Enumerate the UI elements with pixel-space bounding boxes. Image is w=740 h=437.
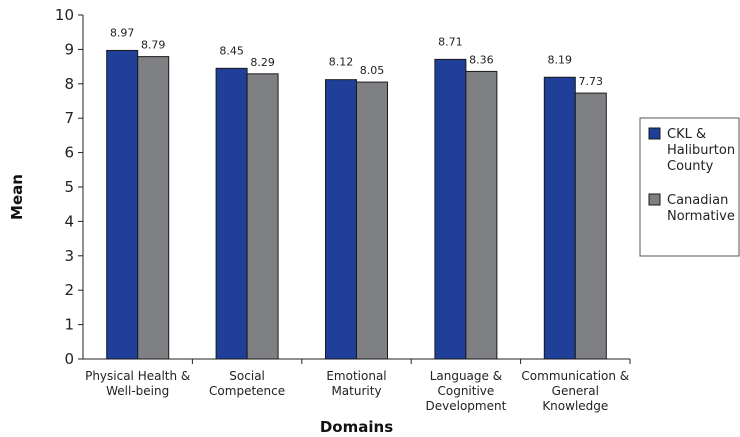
legend: CKL & Haliburton County Canadian Normative	[639, 117, 740, 257]
bar-canadian-normative	[137, 56, 170, 360]
y-tick-label: 6	[64, 144, 74, 162]
labels-group: 8.97 8.79 Physical Health & Well-being 8.45 8…	[85, 26, 629, 413]
legend-label-line: Normative	[667, 209, 735, 224]
bar-ckl-haliburton	[106, 49, 139, 360]
y-tick-label: 0	[64, 350, 74, 368]
axes-group: 0 1 2 3 4 5 6 7 8 9 10 Domains Mean	[8, 6, 631, 436]
y-tick-label: 7	[64, 109, 74, 127]
x-category-label-line: Physical Health &	[85, 369, 190, 383]
bar-ckl-haliburton	[543, 76, 576, 360]
data-label: 8.29	[250, 56, 275, 69]
legend-swatch-ckl-haliburton	[648, 127, 661, 140]
x-category-label-line: Competence	[209, 384, 285, 398]
bar-ckl-haliburton	[215, 67, 248, 360]
bar-canadian-normative	[356, 81, 388, 360]
bar-canadian-normative	[465, 70, 498, 360]
bar-ckl-haliburton	[325, 79, 357, 360]
bar-canadian-normative	[574, 92, 607, 360]
data-label: 8.05	[360, 64, 385, 77]
x-category-label-line: Social	[229, 369, 265, 383]
data-label: 8.19	[548, 53, 573, 66]
y-tick-label: 1	[64, 316, 74, 334]
x-category-label: Social Competence	[209, 369, 285, 398]
x-category-label-line: Communication &	[521, 369, 629, 383]
y-tick-label: 4	[64, 212, 74, 230]
y-tick-label: 5	[64, 178, 74, 196]
legend-label-line: County	[667, 159, 714, 174]
x-category-label: Physical Health & Well-being	[85, 369, 190, 398]
y-axis-title: Mean	[8, 174, 26, 220]
x-category-label-line: Emotional	[326, 369, 386, 383]
legend-box	[639, 117, 740, 257]
x-category-label-line: Knowledge	[542, 399, 608, 413]
y-tick-label: 2	[64, 281, 74, 299]
x-category-label: Emotional Maturity	[326, 369, 386, 398]
legend-label-line: CKL &	[667, 127, 706, 142]
legend-swatch-canadian-normative	[648, 193, 661, 206]
legend-label: CKL & Haliburton County	[667, 127, 735, 174]
x-category-label-line: Development	[426, 399, 507, 413]
x-category-label-line: Maturity	[331, 384, 381, 398]
x-category-label-line: Cognitive	[437, 384, 494, 398]
data-label: 8.36	[469, 53, 494, 66]
x-category-label: Communication & General Knowledge	[521, 369, 629, 413]
y-tick-label: 10	[55, 6, 74, 24]
x-category-label-line: Language &	[430, 369, 502, 383]
legend-label-line: Canadian	[667, 193, 728, 208]
x-category-label: Language & Cognitive Development	[426, 369, 507, 413]
legend-label: Canadian Normative	[667, 193, 735, 224]
data-label: 7.73	[579, 75, 604, 88]
bars-group	[106, 49, 607, 360]
bar-canadian-normative	[246, 73, 279, 360]
data-label: 8.79	[141, 39, 166, 52]
y-tick-label: 9	[64, 40, 74, 58]
bar-ckl-haliburton	[434, 58, 467, 360]
y-tick-label: 8	[64, 75, 74, 93]
y-tick-label: 3	[64, 247, 74, 265]
x-category-label-line: Well-being	[106, 384, 169, 398]
data-label: 8.71	[438, 35, 463, 48]
x-category-label-line: General	[552, 384, 599, 398]
data-label: 8.12	[329, 56, 354, 69]
legend-label-line: Haliburton	[667, 143, 735, 158]
data-label: 8.97	[110, 26, 135, 39]
x-axis-title: Domains	[320, 418, 393, 436]
data-label: 8.45	[219, 44, 244, 57]
